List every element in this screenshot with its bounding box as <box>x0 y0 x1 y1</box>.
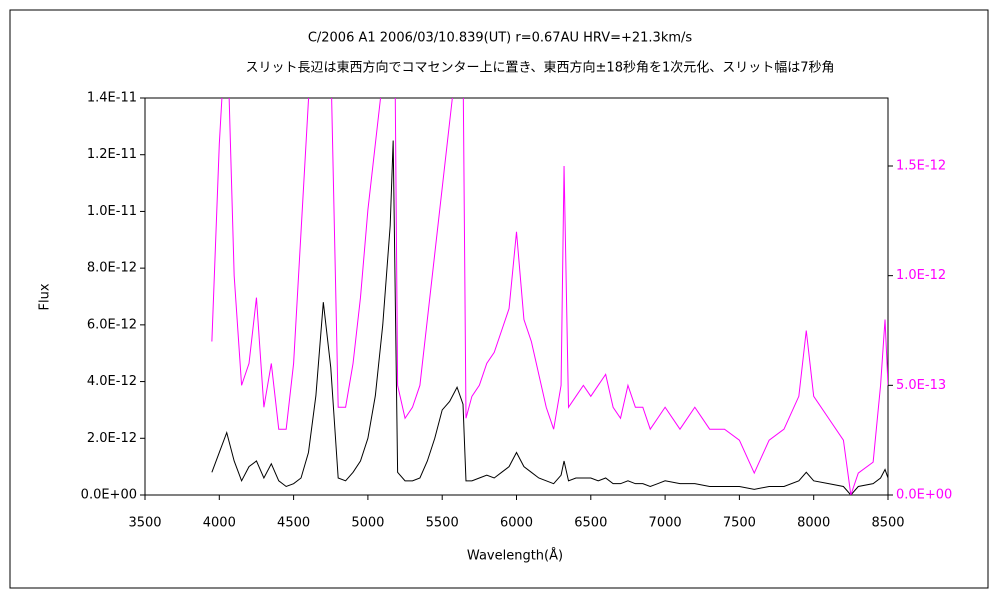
plot-lines <box>211 98 888 495</box>
y-tick-label: 8.0E-12 <box>87 261 137 276</box>
x-tick-label: 6000 <box>500 516 533 531</box>
y-tick-label: 0.0E+00 <box>81 488 137 503</box>
y-tick-label: 1.4E-11 <box>87 91 137 106</box>
y-tick-label: 1.2E-11 <box>87 147 137 162</box>
x-tick-label: 4000 <box>203 516 236 531</box>
x-tick-label: 7000 <box>649 516 682 531</box>
chart-subtitle: スリット長辺は東西方向でコマセンター上に置き、東西方向±18秒角を1次元化、スリ… <box>245 60 834 76</box>
x-tick-label: 3500 <box>128 516 161 531</box>
y2-tick-label: 1.0E-12 <box>896 268 946 283</box>
x-tick-label: 5500 <box>426 516 459 531</box>
x-tick-label: 8000 <box>797 516 830 531</box>
y-tick-label: 6.0E-12 <box>87 317 137 332</box>
y2-tick-label: 5.0E-13 <box>896 378 946 393</box>
chart-title: C/2006 A1 2006/03/10.839(UT) r=0.67AU HR… <box>308 31 693 46</box>
y2-tick-label: 0.0E+00 <box>896 488 952 503</box>
frame <box>9 9 989 589</box>
x-axis-label: Wavelength(Å) <box>467 548 563 564</box>
x-tick-label: 4500 <box>277 516 310 531</box>
y-tick-label: 1.0E-11 <box>87 204 137 219</box>
y-tick-label: 2.0E-12 <box>87 431 137 446</box>
y-tick-label: 4.0E-12 <box>87 374 137 389</box>
x-tick-label: 5000 <box>351 516 384 531</box>
x-tick-label: 6500 <box>574 516 607 531</box>
y-axis-label: Flux <box>38 283 53 310</box>
x-tick-label: 8500 <box>871 516 904 531</box>
series-line <box>211 98 888 495</box>
series-line <box>211 140 888 495</box>
y2-tick-label: 1.5E-12 <box>896 158 946 173</box>
x-tick-label: 7500 <box>723 516 756 531</box>
